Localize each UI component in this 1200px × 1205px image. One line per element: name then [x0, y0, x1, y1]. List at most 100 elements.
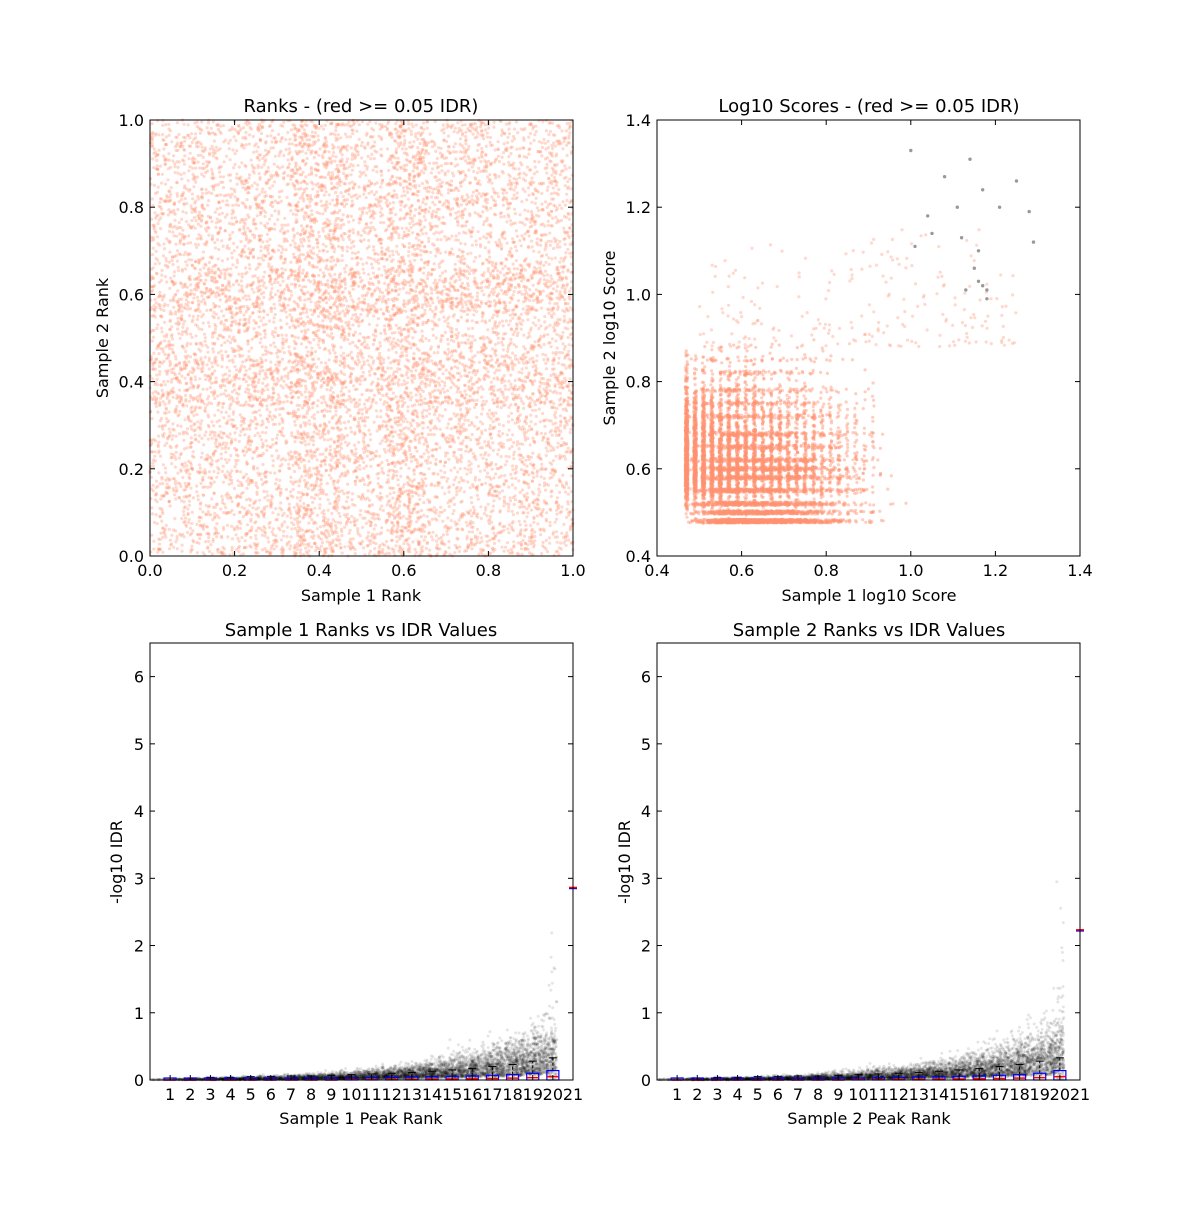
rank-point: [278, 195, 281, 198]
rank-point: [531, 409, 534, 412]
rank-point: [520, 468, 523, 471]
rank-point: [519, 491, 522, 494]
rank-point: [434, 384, 437, 387]
rank-point: [313, 156, 316, 159]
rank-point: [352, 240, 355, 243]
rank-point: [242, 476, 245, 479]
rank-point: [273, 136, 276, 139]
rank-point: [281, 165, 284, 168]
rank-point: [291, 239, 294, 242]
rank-point: [223, 473, 226, 476]
rank-point: [330, 512, 333, 515]
rank-point: [357, 153, 360, 156]
rank-point: [168, 528, 171, 531]
rank-point: [289, 476, 292, 479]
rank-point: [487, 503, 490, 506]
rank-point: [229, 196, 232, 199]
rank-point: [494, 463, 497, 466]
rank-point: [434, 254, 437, 257]
rank-point: [359, 276, 362, 279]
rank-point: [425, 409, 428, 412]
rank-point: [380, 207, 383, 210]
rank-point: [206, 351, 209, 354]
rank-point: [156, 323, 159, 326]
rank-point: [467, 327, 470, 330]
rank-point: [248, 142, 251, 145]
rank-point: [398, 288, 401, 291]
rank-point: [297, 396, 300, 399]
rank-point: [387, 396, 390, 399]
rank-point: [266, 494, 269, 497]
rank-point: [392, 253, 395, 256]
rank-point: [297, 324, 300, 327]
rank-point: [457, 331, 460, 334]
rank-point: [276, 281, 279, 284]
rank-point: [158, 370, 161, 373]
rank-point: [444, 331, 447, 334]
rank-point: [560, 532, 563, 535]
rank-point: [443, 492, 446, 495]
rank-point: [540, 552, 543, 555]
rank-point: [211, 365, 214, 368]
rank-point: [533, 139, 536, 142]
rank-point: [479, 453, 482, 456]
rank-point: [335, 282, 338, 285]
rank-point: [365, 168, 368, 171]
rank-point: [527, 473, 530, 476]
rank-point: [341, 259, 344, 262]
rank-point: [477, 230, 480, 233]
rank-point: [431, 328, 434, 331]
rank-point: [170, 456, 173, 459]
rank-point: [304, 547, 307, 550]
rank-point: [192, 156, 195, 159]
rank-point: [434, 313, 437, 316]
rank-point: [413, 214, 416, 217]
rank-point: [475, 194, 478, 197]
rank-point: [211, 336, 214, 339]
rank-point: [498, 430, 501, 433]
rank-point: [192, 315, 195, 318]
rank-point: [252, 256, 255, 259]
rank-point: [449, 282, 452, 285]
rank-point: [332, 483, 335, 486]
rank-point: [158, 262, 161, 265]
rank-point: [433, 262, 436, 265]
rank-point: [302, 278, 305, 281]
rank-point: [216, 280, 219, 283]
rank-point: [242, 186, 245, 189]
rank-point: [323, 438, 326, 441]
rank-point: [285, 322, 288, 325]
rank-point: [169, 539, 172, 542]
rank-point: [224, 506, 227, 509]
rank-point: [503, 396, 506, 399]
rank-point: [502, 163, 505, 166]
rank-point: [501, 170, 504, 173]
rank-point: [318, 249, 321, 252]
rank-point: [282, 551, 285, 554]
rank-point: [201, 215, 204, 218]
rank-point: [208, 161, 211, 164]
rank-point: [409, 346, 412, 349]
rank-point: [252, 135, 255, 138]
rank-point: [278, 407, 281, 410]
rank-point: [489, 260, 492, 263]
rank-point: [315, 174, 318, 177]
rank-point: [318, 346, 321, 349]
rank-point: [289, 544, 292, 547]
rank-point: [450, 235, 453, 238]
rank-point: [516, 443, 519, 446]
rank-point: [408, 222, 411, 225]
rank-point: [460, 476, 463, 479]
rank-point: [358, 464, 361, 467]
rank-point: [496, 453, 499, 456]
rank-point: [546, 550, 549, 553]
rank-point: [529, 414, 532, 417]
rank-point: [222, 441, 225, 444]
rank-point: [427, 369, 430, 372]
rank-point: [508, 301, 511, 304]
rank-point: [279, 150, 282, 153]
rank-point: [187, 189, 190, 192]
rank-point: [484, 246, 487, 249]
rank-point: [165, 417, 168, 420]
rank-point: [436, 351, 439, 354]
